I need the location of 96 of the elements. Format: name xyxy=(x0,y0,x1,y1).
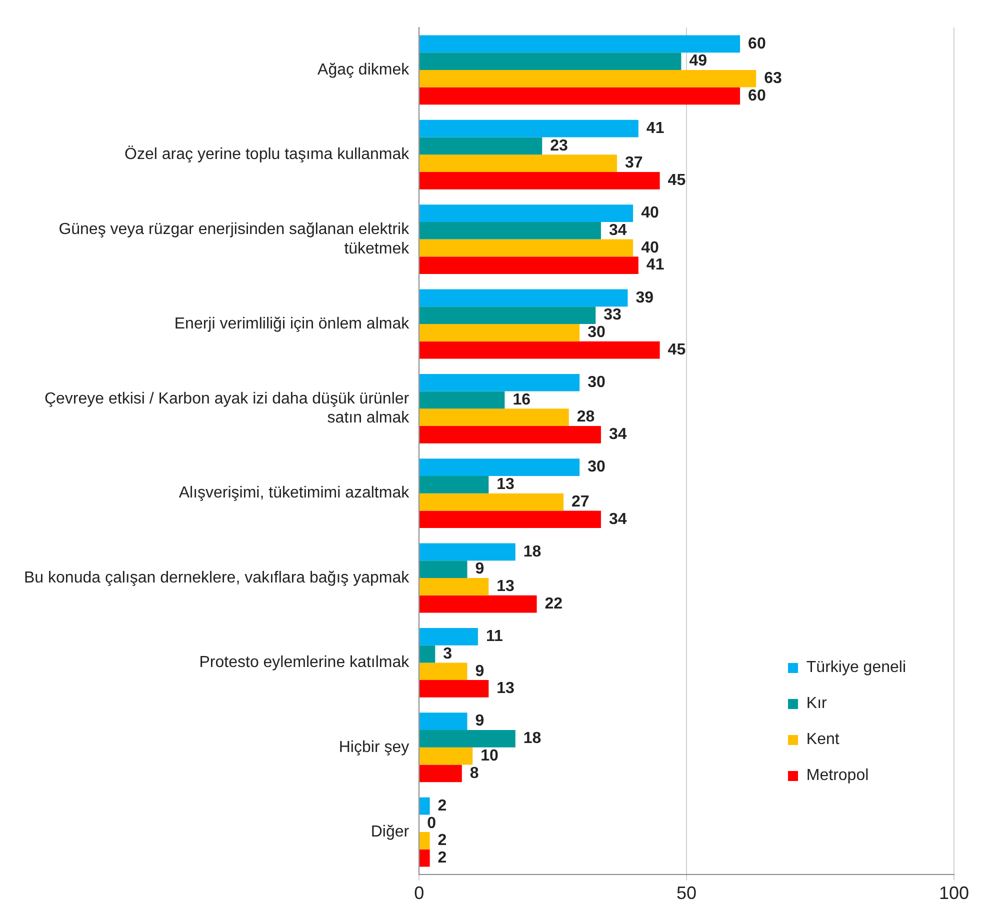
data-label: 9 xyxy=(475,712,484,730)
y-tick-label: Alışverişimi, tüketimimi azaltmak xyxy=(178,484,410,502)
data-label: 3 xyxy=(443,645,452,662)
bar xyxy=(420,52,682,70)
data-label: 49 xyxy=(689,52,708,70)
data-label: 34 xyxy=(608,510,627,528)
data-label: 22 xyxy=(544,595,563,612)
data-label: 60 xyxy=(748,87,766,104)
bar xyxy=(420,306,596,324)
data-label: 9 xyxy=(475,560,484,578)
data-label: 16 xyxy=(512,391,531,408)
bar xyxy=(420,730,516,748)
y-tick-label: Güneş veya rüzgar enerjisinden sağlanan elektrik tüketmek xyxy=(58,221,410,258)
bar xyxy=(420,747,473,765)
data-label: 11 xyxy=(486,628,503,646)
y-tick-label: Ağaç dikmek xyxy=(318,61,410,78)
bar xyxy=(420,137,542,155)
data-label: 40 xyxy=(641,239,659,256)
data-label: 41 xyxy=(646,256,664,274)
legend-label: Kent xyxy=(806,731,840,749)
data-label: 13 xyxy=(496,476,515,494)
legend-label: Kır xyxy=(806,695,827,713)
y-tick-label: Çevreye etkisi / Karbon ayak izi daha düşük ürünler satın almak xyxy=(44,390,410,427)
data-label: 10 xyxy=(480,747,498,764)
data-label: 9 xyxy=(475,662,484,680)
bar xyxy=(420,458,580,476)
data-label: 45 xyxy=(668,172,686,190)
x-tick-label: 0 xyxy=(414,883,424,904)
data-label: 34 xyxy=(608,222,627,240)
data-label: 23 xyxy=(550,137,568,154)
legend-label: Metropol xyxy=(806,767,869,785)
data-label: 18 xyxy=(523,543,542,560)
data-label: 27 xyxy=(572,493,590,510)
bar xyxy=(420,712,468,730)
x-tick-label: 100 xyxy=(938,883,970,904)
bar xyxy=(420,680,489,698)
bar xyxy=(420,832,430,850)
bar xyxy=(420,374,580,392)
bar xyxy=(420,204,634,222)
bar xyxy=(420,595,537,613)
bar xyxy=(420,797,430,815)
data-label: 30 xyxy=(588,458,606,476)
bar xyxy=(420,154,618,172)
data-label: 0 xyxy=(427,814,436,832)
data-label: 30 xyxy=(588,374,606,392)
bar xyxy=(420,289,628,307)
bar xyxy=(420,578,489,596)
data-label: 33 xyxy=(604,306,622,324)
bar xyxy=(420,120,638,138)
data-label: 34 xyxy=(608,426,627,444)
bar xyxy=(420,476,489,494)
data-label: 40 xyxy=(641,204,659,222)
data-label: 13 xyxy=(496,578,515,596)
bar xyxy=(420,628,478,646)
bar xyxy=(420,256,638,274)
bar xyxy=(420,426,601,444)
data-label: 45 xyxy=(668,341,686,358)
bar xyxy=(420,87,740,105)
y-tick-label: Bu konuda çalışan derneklere, vakıflara bağış yapmak xyxy=(24,569,410,586)
bar xyxy=(420,408,569,426)
bar xyxy=(420,324,580,342)
bar xyxy=(420,493,564,511)
bar xyxy=(420,560,468,578)
data-label: 37 xyxy=(625,154,643,172)
y-tick-label: Hiçbir şey xyxy=(338,738,410,756)
bar xyxy=(420,849,430,867)
bar xyxy=(420,172,660,190)
bar xyxy=(420,239,634,257)
bar xyxy=(420,764,462,782)
y-tick-label: Protesto eylemlerine katılmak xyxy=(199,654,410,672)
bar xyxy=(420,662,468,680)
bar xyxy=(420,391,505,409)
y-tick-label: Diğer xyxy=(370,823,410,840)
data-label: 8 xyxy=(470,764,479,782)
bar xyxy=(420,341,660,359)
data-label: 41 xyxy=(646,120,664,137)
data-label: 28 xyxy=(576,408,595,426)
bar xyxy=(420,510,601,528)
data-label: 2 xyxy=(438,797,447,814)
data-label: 60 xyxy=(748,35,766,52)
data-label: 39 xyxy=(636,289,654,306)
legend-label: Türkiye geneli xyxy=(806,659,906,677)
y-tick-label: Enerji verimliliği için önlem almak xyxy=(174,315,410,332)
bar xyxy=(420,35,740,53)
bar xyxy=(420,222,601,240)
bar xyxy=(420,543,516,561)
data-label: 2 xyxy=(438,850,447,867)
x-tick-label: 50 xyxy=(676,883,697,904)
data-label: 30 xyxy=(588,324,606,342)
data-label: 18 xyxy=(523,730,542,748)
bar xyxy=(420,70,756,88)
y-tick-label: Özel araç yerine toplu taşıma kullanmak xyxy=(124,145,410,164)
bar xyxy=(420,645,436,663)
data-label: 63 xyxy=(764,70,782,88)
data-label: 13 xyxy=(496,680,515,698)
data-label: 2 xyxy=(438,832,447,850)
